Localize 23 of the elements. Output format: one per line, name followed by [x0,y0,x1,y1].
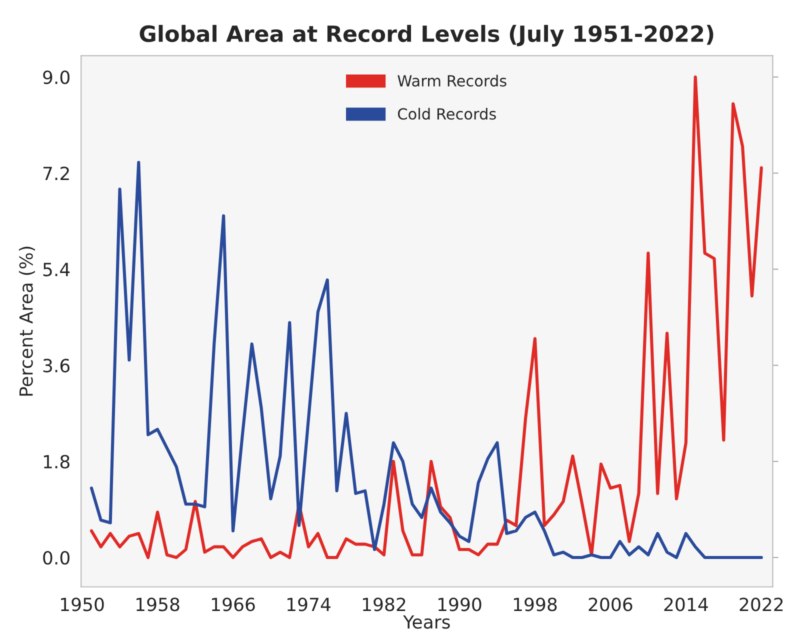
chart-title: Global Area at Record Levels (July 1951-2022) [140,24,714,47]
line-series [90,76,763,560]
y-tick-label: 9.0 [43,70,70,84]
y-tick-label: 1.8 [44,454,70,469]
x-tick-label: 1982 [362,598,406,612]
legend-label: Cold Records [398,108,496,120]
x-axis-title: Years [403,615,450,629]
y-tick-label: 7.2 [43,166,69,180]
y-axis-title: Percent Area (%) [18,246,36,396]
x-tick-label: 1974 [288,598,330,612]
x-tick-label: 2006 [588,598,632,612]
x-tick-label: 2022 [740,598,783,612]
x-tick-label: 1958 [136,598,180,612]
y-tick-label: 5.4 [43,262,70,276]
x-tick-label: 1998 [514,598,557,612]
x-tick-label: 1966 [212,598,255,612]
line-series [90,160,763,560]
x-tick-label: 1990 [438,598,482,612]
y-tick-label: 0.0 [43,550,70,565]
y-tick-label: 3.6 [43,358,70,372]
x-tick-label: 1950 [61,598,104,612]
legend-label: Warm Records [398,74,506,87]
x-tick-label: 2014 [664,598,708,612]
